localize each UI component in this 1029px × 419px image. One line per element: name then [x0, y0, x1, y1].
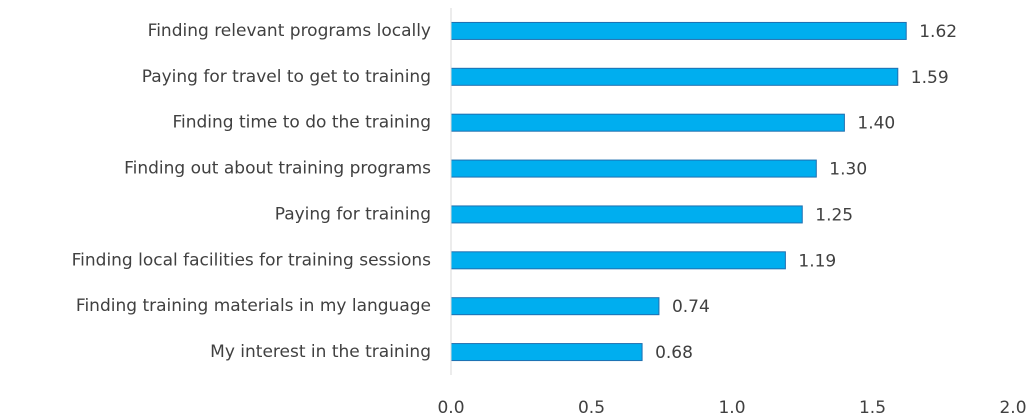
data-label: 1.59 [911, 68, 949, 88]
y-tick-label: Finding local facilities for training se… [72, 250, 432, 270]
bar [450, 21, 907, 40]
x-tick-label: 0.0 [437, 398, 464, 418]
bar [450, 205, 803, 224]
data-label: 0.68 [655, 343, 693, 363]
y-tick-label: Paying for training [275, 204, 431, 224]
data-label: 1.30 [829, 160, 867, 180]
x-tick-label: 0.5 [578, 398, 605, 418]
bar [450, 251, 786, 270]
bar [450, 67, 899, 86]
y-tick-label: My interest in the training [210, 342, 431, 362]
y-tick-label: Paying for travel to get to training [142, 67, 431, 87]
x-tick-label: 1.0 [718, 398, 745, 418]
y-tick-label: Finding time to do the training [172, 113, 431, 133]
y-tick-label: Finding relevant programs locally [148, 21, 431, 41]
data-label: 1.62 [919, 22, 957, 42]
y-tick-label: Finding training materials in my languag… [76, 296, 431, 316]
bar [450, 113, 845, 132]
x-tick-label: 1.5 [859, 398, 886, 418]
y-tick-label: Finding out about training programs [124, 159, 431, 179]
data-label: 1.19 [798, 251, 836, 271]
bar [450, 343, 643, 362]
x-tick-label: 2.0 [999, 398, 1026, 418]
data-label: 0.74 [672, 297, 710, 317]
bar [450, 297, 660, 316]
data-label: 1.25 [815, 205, 853, 225]
data-label: 1.40 [857, 114, 895, 134]
bar [450, 159, 817, 178]
